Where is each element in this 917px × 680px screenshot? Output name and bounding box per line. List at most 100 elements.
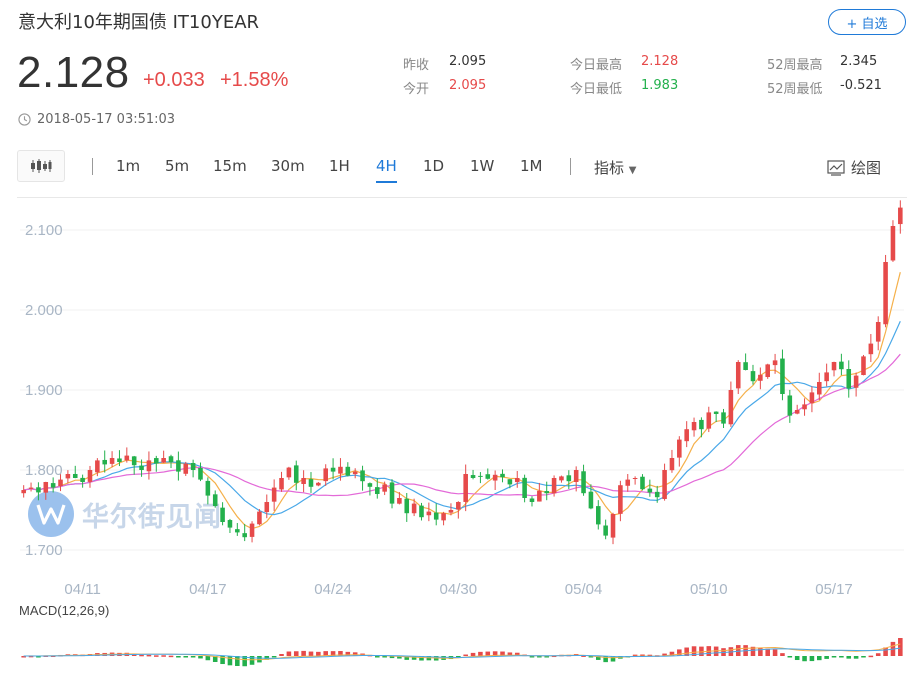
period-1d[interactable]: 1D [423, 157, 445, 175]
candle-body [389, 482, 395, 504]
candle-body [338, 466, 343, 474]
macd-bar [36, 656, 41, 658]
macd-bar [713, 646, 719, 656]
macd-bar [758, 648, 763, 656]
candle-body [728, 390, 734, 425]
candle-body [301, 478, 306, 485]
indicator-dropdown[interactable]: 指标 ▼ [594, 157, 637, 178]
candle-body [485, 474, 491, 479]
toolbar-separator [92, 158, 93, 175]
watermark: 华尔街见闻 [28, 491, 222, 537]
stat-prev-close: 昨收 2.095 [403, 54, 486, 73]
macd-bar [875, 653, 881, 656]
macd-bar [794, 656, 800, 661]
candle-body [168, 456, 174, 462]
macd-bar [271, 656, 277, 658]
candle-body [691, 422, 697, 431]
stat-52wk-high-value: 2.345 [840, 54, 878, 69]
macd-bar [404, 656, 410, 660]
candle-body [411, 503, 417, 514]
candle-body [352, 471, 358, 475]
clock-icon [18, 113, 31, 126]
macd-bar [411, 656, 417, 660]
macd-bar [750, 646, 756, 656]
candle-body [647, 488, 653, 493]
macd-bar [883, 647, 888, 656]
candle-body [839, 361, 844, 370]
macd-bar [684, 647, 689, 656]
candle-body [286, 467, 292, 478]
candle-body [271, 487, 277, 502]
stat-low: 今日最低 1.983 [570, 78, 678, 97]
macd-bar [647, 654, 653, 657]
quote-timestamp: 2018-05-17 03:51:03 [18, 112, 175, 127]
draw-tool-button[interactable]: 绘图 [827, 157, 881, 178]
macd-bar [735, 645, 741, 656]
candle-body [632, 478, 638, 479]
macd-bar [485, 651, 491, 656]
macd-bar [330, 651, 336, 656]
price-change: +0.033 [143, 69, 205, 91]
macd-bar [831, 656, 837, 658]
candle-body [802, 404, 807, 410]
watermark-text: 华尔街见闻 [82, 501, 222, 533]
timestamp-text: 2018-05-17 03:51:03 [37, 112, 176, 127]
candle-body [397, 498, 402, 504]
candle-body [492, 474, 498, 481]
candle-body [293, 465, 299, 483]
candle-body [831, 362, 837, 371]
period-1h[interactable]: 1H [329, 157, 350, 175]
x-tick-label: 04/17 [189, 581, 227, 598]
period-1mo[interactable]: 1M [520, 157, 543, 175]
macd-bar [662, 653, 667, 656]
candle-body [308, 479, 314, 487]
candle-body [43, 482, 49, 493]
candle-body [758, 374, 763, 381]
candle-body [537, 490, 542, 502]
chart-type-button[interactable] [17, 150, 65, 182]
macd-bar [279, 654, 284, 656]
macd-bar [190, 656, 196, 658]
y-tick-label: 1.700 [25, 542, 63, 559]
macd-bar [338, 651, 343, 656]
candle-body [433, 512, 439, 520]
candle-body [146, 460, 152, 472]
period-15m[interactable]: 15m [213, 157, 247, 175]
candle-body [220, 507, 225, 522]
candle-body [404, 498, 410, 514]
macd-bar [544, 656, 550, 658]
candle-body [618, 485, 623, 514]
period-1w[interactable]: 1W [470, 157, 495, 175]
y-tick-label: 1.800 [25, 462, 63, 479]
candle-body [573, 470, 579, 483]
candle-body [868, 343, 874, 355]
candle-body [205, 480, 211, 496]
period-30m[interactable]: 30m [271, 157, 305, 175]
macd-bar [780, 653, 785, 656]
candle-body [176, 460, 181, 472]
macd-bar [809, 656, 815, 662]
x-tick-label: 04/30 [440, 581, 478, 598]
stat-prev-close-label: 昨收 [403, 58, 430, 73]
macd-bar [699, 646, 704, 656]
period-4h[interactable]: 4H [376, 157, 397, 183]
add-to-watchlist-button[interactable]: + 自选 [828, 9, 906, 35]
stat-high: 今日最高 2.128 [570, 54, 678, 73]
macd-bar [816, 656, 822, 661]
macd-bar [492, 651, 498, 656]
macd-bar [595, 656, 601, 660]
price-chart[interactable]: 2.100 2.000 1.900 1.800 1.700 04/11 04/17 04/24… [0, 198, 917, 680]
candle-body [183, 463, 189, 474]
macd-bar [868, 655, 874, 658]
candle-body [772, 360, 778, 366]
period-5m[interactable]: 5m [165, 157, 190, 175]
candle-body [750, 371, 756, 382]
macd-bar [537, 656, 542, 658]
price-change-percent: +1.58% [220, 69, 289, 91]
candle-body [139, 465, 144, 470]
candle-body [279, 478, 284, 490]
x-tick-label: 05/04 [565, 581, 603, 598]
candle-body [816, 382, 822, 395]
period-1m[interactable]: 1m [116, 157, 141, 175]
candle-body [124, 455, 130, 461]
